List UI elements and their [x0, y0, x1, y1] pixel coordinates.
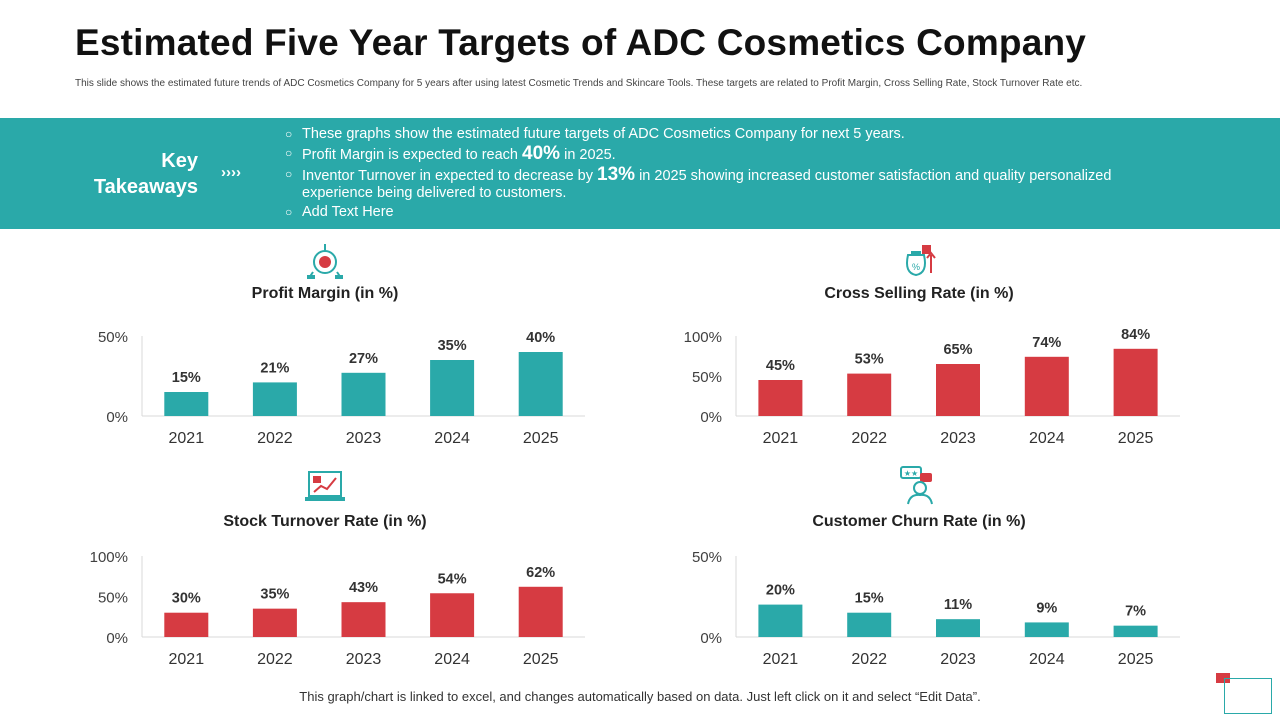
- page-subtitle: This slide shows the estimated future tr…: [75, 78, 1083, 89]
- churn-rate-x-tick-label: 2022: [851, 651, 887, 668]
- stock-turnover-bar: [252, 608, 297, 637]
- takeaway-item: ○ Add Text Here: [285, 204, 394, 220]
- cross-selling-y-tick-label: 100%: [684, 329, 722, 346]
- money-bag-icon: %: [906, 245, 936, 277]
- chart-title-cross-selling: Cross Selling Rate (in %): [824, 285, 1014, 302]
- profit-margin-bar: [518, 352, 563, 416]
- cross-selling-x-tick-label: 2022: [851, 430, 887, 447]
- chevrons-icon: ››››: [221, 164, 241, 181]
- cross-selling-x-tick-label: 2021: [763, 430, 799, 447]
- stock-turnover-y-tick-label: 50%: [98, 590, 128, 607]
- stock-turnover-y-tick-label: 100%: [90, 549, 128, 566]
- svg-text:★★: ★★: [904, 469, 918, 478]
- churn-rate-data-label: 15%: [855, 591, 884, 607]
- churn-rate-data-label: 9%: [1036, 600, 1057, 616]
- churn-rate-bar: [758, 604, 803, 637]
- cross-selling-data-label: 45%: [766, 358, 795, 374]
- profit-margin-y-tick-label: 50%: [98, 329, 128, 346]
- churn-rate-data-label: 7%: [1125, 604, 1146, 620]
- stock-turnover-x-tick-label: 2023: [346, 651, 382, 668]
- stock-turnover-data-label: 43%: [349, 580, 378, 596]
- stock-turnover-bar: [430, 593, 475, 637]
- churn-rate-bar: [1024, 622, 1069, 637]
- profit-margin-x-tick-label: 2023: [346, 430, 382, 447]
- cross-selling-bar: [758, 380, 803, 416]
- chart-title-profit-margin: Profit Margin (in %): [251, 285, 399, 302]
- cross-selling-y-tick-label: 50%: [692, 369, 722, 386]
- profit-margin-y-tick-label: 0%: [106, 409, 128, 426]
- churn-rate-x-tick-label: 2021: [763, 651, 799, 668]
- customer-feedback-icon: ★★: [900, 466, 933, 505]
- cross-selling-data-label: 84%: [1121, 327, 1150, 343]
- key-takeaways-label: Key Takeaways: [93, 150, 198, 198]
- laptop-chart-icon: [305, 471, 345, 501]
- churn-rate-y-tick-label: 50%: [692, 549, 722, 566]
- takeaway-item: ○ These graphs show the estimated future…: [285, 126, 905, 142]
- profit-margin-x-tick-label: 2021: [169, 430, 205, 447]
- cross-selling-bar: [847, 373, 892, 416]
- profit-margin-bar: [430, 360, 475, 416]
- profit-margin-x-tick-label: 2024: [434, 430, 470, 447]
- corner-decoration-box: [1224, 678, 1272, 714]
- profit-margin-data-label: 40%: [526, 330, 555, 346]
- churn-rate-x-tick-label: 2025: [1118, 651, 1154, 668]
- profit-margin-data-label: 35%: [438, 338, 467, 354]
- profit-margin-bar: [164, 392, 209, 416]
- churn-rate-data-label: 20%: [766, 583, 795, 599]
- bullet-icon: ○: [285, 167, 293, 181]
- stock-turnover-data-label: 30%: [172, 591, 201, 607]
- churn-rate-bar: [1113, 625, 1158, 637]
- cross-selling-data-label: 74%: [1032, 335, 1061, 351]
- chart-title-stock-turnover: Stock Turnover Rate (in %): [223, 513, 427, 530]
- stock-turnover-data-label: 62%: [526, 565, 555, 581]
- stock-turnover-data-label: 35%: [260, 587, 289, 603]
- profit-margin-data-label: 21%: [260, 360, 289, 376]
- bullet-icon: ○: [285, 146, 293, 160]
- cross-selling-data-label: 53%: [855, 352, 884, 368]
- takeaway-item: ○ Profit Margin is expected to reach 40%…: [285, 143, 616, 164]
- profit-margin-data-label: 15%: [172, 370, 201, 386]
- profit-margin-x-tick-label: 2022: [257, 430, 293, 447]
- profit-margin-bar: [341, 372, 386, 416]
- cross-selling-bar: [936, 364, 980, 416]
- churn-rate-y-tick-label: 0%: [700, 630, 722, 647]
- cross-selling-data-label: 65%: [943, 342, 972, 358]
- svg-text:%: %: [912, 262, 920, 272]
- cross-selling-x-tick-label: 2025: [1118, 430, 1154, 447]
- cross-selling-y-tick-label: 0%: [700, 409, 722, 426]
- stock-turnover-x-tick-label: 2024: [434, 651, 470, 668]
- page-title: Estimated Five Year Targets of ADC Cosme…: [75, 22, 1087, 63]
- churn-rate-bar: [936, 619, 980, 637]
- takeaway-item: ○ Inventor Turnover in expected to decre…: [285, 164, 1112, 201]
- stock-turnover-y-tick-label: 0%: [106, 630, 128, 647]
- stock-turnover-x-tick-label: 2022: [257, 651, 293, 668]
- cross-selling-bar: [1113, 348, 1158, 416]
- cross-selling-x-tick-label: 2023: [940, 430, 976, 447]
- churn-rate-bar: [847, 612, 892, 637]
- cross-selling-x-tick-label: 2024: [1029, 430, 1065, 447]
- cross-selling-bar: [1024, 356, 1069, 416]
- takeaways-list: ○ These graphs show the estimated future…: [285, 126, 1185, 223]
- stock-turnover-bar: [341, 602, 386, 637]
- profit-margin-bar: [252, 382, 297, 416]
- profit-margin-x-tick-label: 2025: [523, 430, 559, 447]
- stock-turnover-x-tick-label: 2025: [523, 651, 559, 668]
- stock-turnover-x-tick-label: 2021: [169, 651, 205, 668]
- churn-rate-x-tick-label: 2023: [940, 651, 976, 668]
- churn-rate-data-label: 11%: [944, 597, 972, 613]
- stock-turnover-bar: [518, 586, 563, 637]
- key-takeaways-banner: Key Takeaways ›››› ○ These graphs show t…: [0, 118, 1280, 229]
- stock-turnover-data-label: 54%: [438, 571, 467, 587]
- target-icon: [307, 244, 343, 279]
- stock-turnover-bar: [164, 612, 209, 637]
- bullet-icon: ○: [285, 205, 293, 219]
- corner-decoration-red: [1216, 673, 1230, 683]
- chart-title-churn-rate: Customer Churn Rate (in %): [812, 513, 1026, 530]
- churn-rate-x-tick-label: 2024: [1029, 651, 1065, 668]
- footer-note: This graph/chart is linked to excel, and…: [299, 689, 981, 704]
- bullet-icon: ○: [285, 127, 293, 141]
- profit-margin-data-label: 27%: [349, 351, 378, 367]
